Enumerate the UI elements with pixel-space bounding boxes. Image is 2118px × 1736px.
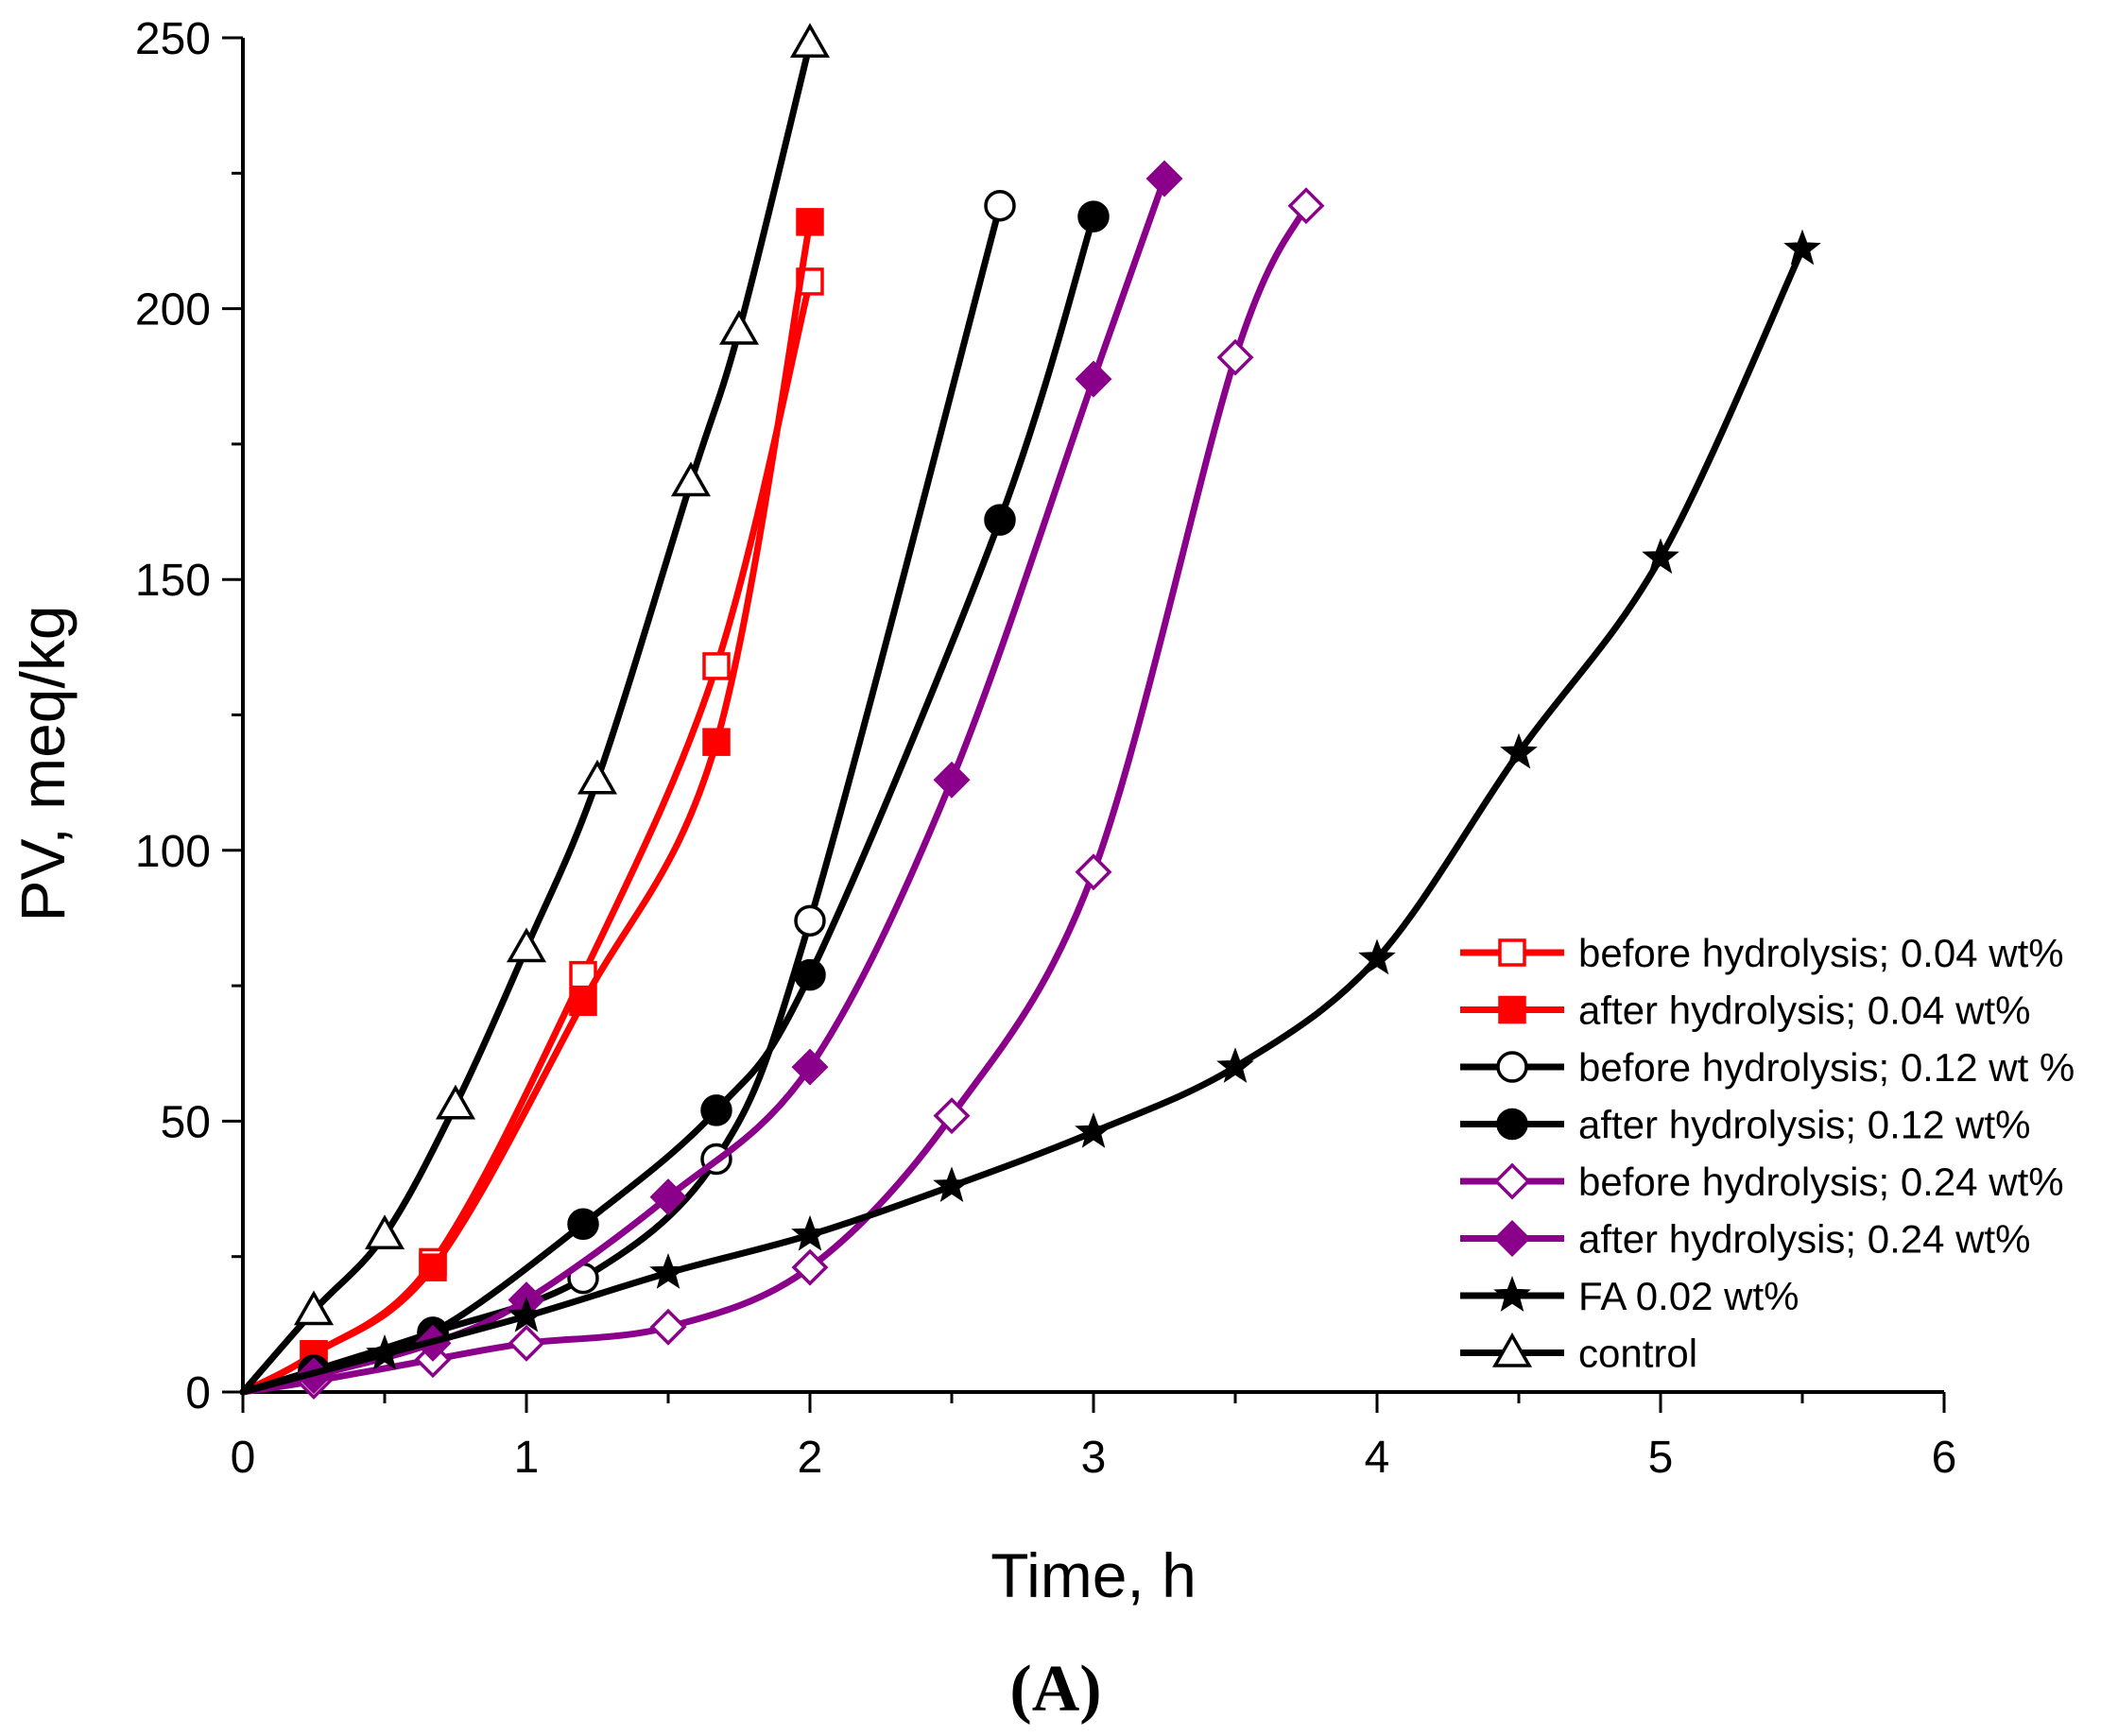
data-point <box>702 652 731 680</box>
data-point <box>1642 538 1679 575</box>
legend-marker <box>1493 1220 1531 1257</box>
series-5 <box>239 187 1325 1401</box>
data-point <box>366 1334 404 1370</box>
legend-label: before hydrolysis; 0.12 wt % <box>1578 1045 2075 1090</box>
legend-item: control <box>1460 1332 1697 1376</box>
legend-item: after hydrolysis; 0.04 wt% <box>1460 988 2031 1033</box>
data-point <box>1500 732 1538 769</box>
legend-label: before hydrolysis; 0.24 wt% <box>1578 1160 2064 1204</box>
legend: before hydrolysis; 0.04 wt% after hydroly… <box>1460 931 2075 1376</box>
data-point <box>649 1178 687 1216</box>
data-point <box>933 1166 971 1203</box>
legend-marker <box>1496 1051 1528 1083</box>
data-point <box>984 189 1016 222</box>
series-7 <box>239 229 1821 1396</box>
data-point <box>435 1084 476 1120</box>
legend-label: before hydrolysis; 0.04 wt% <box>1578 931 2064 975</box>
legend-item: after hydrolysis; 0.24 wt% <box>1460 1217 2031 1262</box>
series-3 <box>239 189 1016 1396</box>
y-axis-ticks: 0 50 100 150 200 250 <box>135 14 243 1418</box>
data-point <box>364 1214 405 1250</box>
x-tick-label: 4 <box>1365 1433 1390 1483</box>
y-tick-label: 150 <box>135 556 211 606</box>
y-tick-label: 0 <box>185 1368 211 1418</box>
legend-label: after hydrolysis; 0.12 wt% <box>1578 1103 2031 1147</box>
legend-marker <box>1498 995 1526 1024</box>
x-axis-label: Time, h <box>990 1540 1197 1610</box>
x-axis-ticks: 0 1 2 3 4 5 6 <box>231 1392 1957 1483</box>
data-point <box>789 23 831 58</box>
data-point <box>567 1208 599 1241</box>
y-tick-label: 200 <box>135 285 211 335</box>
series-2 <box>239 208 824 1396</box>
data-point <box>933 1097 971 1135</box>
data-point <box>670 461 712 497</box>
data-point <box>1075 1112 1112 1148</box>
legend-label: FA 0.02 wt% <box>1578 1274 1799 1318</box>
x-tick-label: 0 <box>231 1433 256 1483</box>
x-tick-label: 6 <box>1932 1433 1957 1483</box>
data-point <box>419 1253 447 1281</box>
data-point <box>506 927 547 963</box>
legend-marker <box>1493 1162 1531 1200</box>
data-point <box>718 310 760 345</box>
legend-marker <box>1491 1332 1533 1367</box>
data-point <box>1075 853 1112 891</box>
series-line <box>239 202 1310 1396</box>
legend-label: after hydrolysis; 0.04 wt% <box>1578 988 2031 1033</box>
series-1 <box>239 267 824 1396</box>
data-point <box>508 1324 545 1362</box>
x-tick-label: 2 <box>798 1433 823 1483</box>
data-point <box>702 728 731 756</box>
series-line <box>239 278 814 1396</box>
series-8 <box>239 23 831 1396</box>
legend-item: FA 0.02 wt% <box>1460 1274 1799 1318</box>
legend-label: control <box>1578 1332 1697 1376</box>
legend-item: before hydrolysis; 0.24 wt% <box>1460 1160 2064 1204</box>
y-axis-label: PV, meq/kg <box>8 605 77 921</box>
data-point <box>791 1214 829 1251</box>
data-point <box>1216 338 1254 376</box>
figure-caption: (A) <box>1009 1653 1101 1726</box>
data-point <box>794 958 826 991</box>
y-tick-label: 50 <box>161 1097 211 1147</box>
legend-item: before hydrolysis; 0.12 wt % <box>1460 1045 2075 1090</box>
legend-label: after hydrolysis; 0.24 wt% <box>1578 1217 2031 1262</box>
data-point <box>293 1290 335 1326</box>
legend-item: before hydrolysis; 0.04 wt% <box>1460 931 2064 975</box>
data-point <box>577 759 618 795</box>
data-point <box>791 1048 829 1086</box>
x-tick-label: 3 <box>1081 1433 1107 1483</box>
data-point <box>1216 1047 1254 1083</box>
data-point <box>649 1253 687 1289</box>
data-series-group <box>239 23 1821 1401</box>
data-point <box>796 208 824 236</box>
legend-marker <box>1496 1108 1528 1141</box>
data-point <box>1077 200 1110 232</box>
data-point <box>700 1094 732 1126</box>
data-point <box>794 904 826 937</box>
series-line <box>239 218 814 1396</box>
y-tick-label: 100 <box>135 827 211 877</box>
x-tick-label: 5 <box>1648 1433 1674 1483</box>
data-point <box>984 504 1016 536</box>
data-point <box>791 1248 829 1286</box>
data-point <box>569 988 597 1017</box>
data-point <box>1358 938 1396 975</box>
series-line <box>239 246 1806 1396</box>
legend-marker <box>1498 938 1526 967</box>
legend-marker <box>1493 1276 1531 1312</box>
data-point <box>933 761 971 799</box>
legend-item: after hydrolysis; 0.12 wt% <box>1460 1103 2031 1147</box>
data-point <box>508 1296 545 1332</box>
data-point <box>1287 187 1325 225</box>
data-point <box>1075 360 1112 398</box>
y-tick-label: 250 <box>135 14 211 64</box>
data-point <box>649 1308 687 1346</box>
data-point <box>1145 160 1183 198</box>
x-tick-label: 1 <box>514 1433 540 1483</box>
series-6 <box>239 160 1183 1396</box>
data-point <box>1783 229 1821 266</box>
